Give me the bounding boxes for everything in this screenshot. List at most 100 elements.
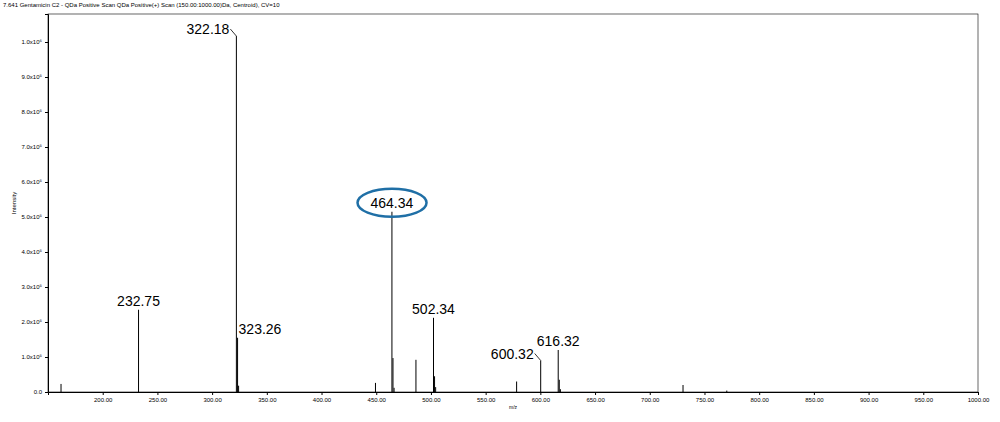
x-tick: 200.00 [94, 392, 113, 403]
y-tick-label: 1.0x10⁶ [22, 39, 43, 45]
x-tick-mark [814, 392, 815, 395]
y-tick-mark [45, 147, 48, 148]
x-tick: 650.00 [586, 392, 605, 403]
x-tick-mark [759, 392, 760, 395]
x-tick: 1000.00 [968, 392, 990, 403]
x-tick-mark [978, 392, 979, 395]
chart-container: 7.641 Gentamicin C2 - QDa Positive Scan … [0, 0, 1000, 422]
y-tick: 7.0x10⁵ [21, 144, 48, 150]
y-tick-mark [45, 392, 48, 393]
x-tick-mark [376, 392, 377, 395]
x-tick: 350.00 [258, 392, 277, 403]
x-tick-label: 650.00 [586, 397, 605, 403]
title: 7.641 Gentamicin C2 - QDa Positive Scan … [3, 2, 280, 8]
x-tick-label: 850.00 [805, 397, 824, 403]
y-tick: 5.0x10⁵ [21, 214, 48, 220]
peak [392, 358, 393, 392]
x-tick-label: 250.00 [149, 397, 168, 403]
x-axis-title: m/z [509, 404, 518, 410]
x-tick: 250.00 [149, 392, 168, 403]
peak [237, 338, 238, 392]
annotations: 232.75322.18323.26464.34502.34600.32616.… [117, 21, 580, 361]
x-tick-mark [650, 392, 651, 395]
x-axis-line [49, 393, 979, 396]
y-tick-label: 5.0x10⁵ [21, 214, 42, 220]
x-tick-label: 1000.00 [968, 397, 990, 403]
peak [435, 387, 436, 392]
peak [683, 385, 684, 392]
peak-label-leader [230, 29, 236, 36]
x-tick-label: 400.00 [313, 397, 332, 403]
x-tick-label: 200.00 [94, 397, 113, 403]
y-tick-mark [45, 112, 48, 113]
y-tick-mark [45, 217, 48, 218]
x-tick: 700.00 [641, 392, 660, 403]
y-tick: 4.0x10⁵ [21, 249, 48, 255]
x-tick: 750.00 [696, 392, 715, 403]
y-tick-label: 6.0x10⁵ [21, 179, 42, 185]
x-tick-mark [704, 392, 705, 395]
x-tick-mark [103, 392, 104, 395]
y-tick: 0.0 [34, 389, 48, 395]
y-tick-mark [45, 42, 48, 43]
peak-label: 616.32 [537, 333, 580, 349]
y-tick: 8.0x10⁵ [21, 109, 48, 115]
x-tick-mark [540, 392, 541, 395]
peak-label: 464.34 [371, 195, 414, 211]
peak [726, 391, 727, 392]
peak-label: 600.32 [491, 346, 534, 362]
peak [61, 384, 62, 392]
peak [236, 36, 237, 392]
peak [138, 310, 139, 392]
x-tick: 300.00 [203, 392, 222, 403]
x-tick-mark [322, 392, 323, 395]
peak [559, 380, 560, 392]
x-tick-label: 800.00 [750, 397, 769, 403]
x-tick-label: 600.00 [532, 397, 551, 403]
chart: 7.641 Gentamicin C2 - QDa Positive Scan … [0, 0, 1000, 422]
y-tick-label: 3.0x10⁵ [21, 284, 42, 290]
y-tick-label: 8.0x10⁵ [21, 109, 42, 115]
y-tick-label: 4.0x10⁵ [21, 249, 42, 255]
x-tick-label: 900.00 [860, 397, 879, 403]
x-tick-label: 700.00 [641, 397, 660, 403]
x-tick-mark [157, 392, 158, 395]
y-tick-mark [45, 252, 48, 253]
peak [434, 376, 435, 392]
peak-label-leader [535, 354, 541, 361]
y-axis: 0.01.0x10⁵2.0x10⁵3.0x10⁵4.0x10⁵5.0x10⁵6.… [21, 15, 48, 396]
x-tick: 600.00 [532, 392, 551, 403]
y-tick: 6.0x10⁵ [21, 179, 48, 185]
y-tick-label: 7.0x10⁵ [21, 144, 42, 150]
peak [415, 360, 416, 392]
peak [558, 350, 559, 392]
peak [391, 212, 392, 392]
x-tick: 900.00 [860, 392, 879, 403]
y-tick-label: 9.0x10⁵ [21, 74, 42, 80]
y-tick: 1.0x10⁶ [22, 39, 48, 45]
peak [560, 389, 561, 392]
y-tick-mark [45, 322, 48, 323]
peak [516, 382, 517, 393]
peak [433, 318, 434, 392]
x-tick-mark [486, 392, 487, 395]
y-axis-line [45, 15, 49, 393]
peaks [61, 36, 727, 392]
x-tick-label: 500.00 [422, 397, 441, 403]
y-tick-mark [45, 287, 48, 288]
x-axis: 200.00250.00300.00350.00400.00450.00500.… [49, 392, 991, 403]
x-tick-label: 300.00 [203, 397, 222, 403]
x-tick: 500.00 [422, 392, 441, 403]
y-tick-mark [45, 77, 48, 78]
peak-label: 322.18 [187, 21, 230, 37]
y-tick: 2.0x10⁵ [21, 319, 48, 325]
highlight-circle [358, 189, 427, 217]
y-axis-title: Intensity [11, 192, 17, 214]
y-tick-label: 2.0x10⁵ [21, 319, 42, 325]
x-tick-label: 550.00 [477, 397, 496, 403]
x-tick-mark [869, 392, 870, 395]
x-tick-mark [267, 392, 268, 395]
y-tick-label: 0.0 [34, 389, 43, 395]
peak [394, 388, 395, 392]
peak [540, 361, 541, 393]
